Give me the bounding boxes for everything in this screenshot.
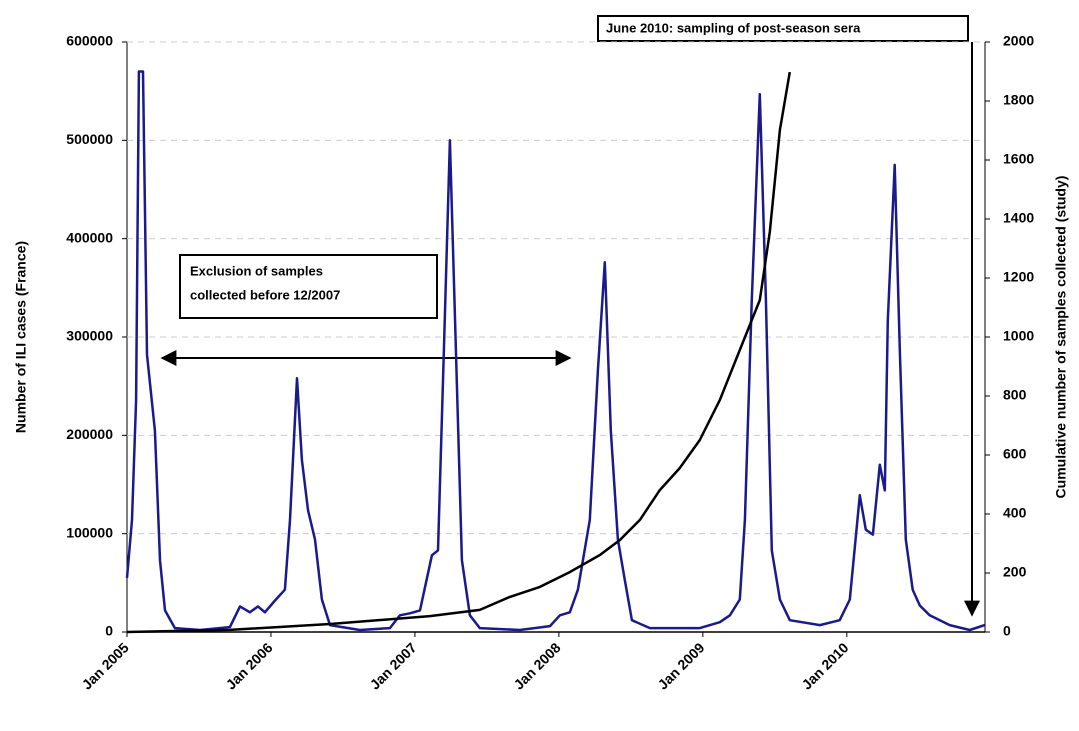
- annotation: collected before 12/2007: [190, 287, 340, 302]
- y2-tick-label: 1000: [1003, 328, 1034, 344]
- y-tick-label: 200000: [66, 426, 113, 442]
- y2-tick-label: 1800: [1003, 92, 1034, 108]
- y2-tick-label: 1600: [1003, 151, 1034, 167]
- y2-tick-label: 2000: [1003, 33, 1034, 49]
- y-tick-label: 300000: [66, 328, 113, 344]
- y2-tick-label: 1200: [1003, 269, 1034, 285]
- x-tick-label: Jan 2005: [79, 639, 132, 692]
- y2-tick-label: 600: [1003, 446, 1027, 462]
- annotation: Exclusion of samples: [190, 263, 323, 278]
- y2-tick-label: 200: [1003, 564, 1027, 580]
- annotation-box: [597, 15, 969, 42]
- y2-axis-title: Cumulative number of samples collected (…: [1053, 176, 1069, 499]
- x-tick-label: Jan 2008: [510, 639, 563, 692]
- y-tick-label: 400000: [66, 229, 113, 245]
- y-tick-label: 500000: [66, 131, 113, 147]
- y2-tick-label: 400: [1003, 505, 1027, 521]
- x-tick-label: Jan 2009: [654, 639, 707, 692]
- y2-tick-label: 800: [1003, 387, 1027, 403]
- x-tick-label: Jan 2010: [798, 639, 851, 692]
- annotation: June 2010: sampling of post-season sera: [606, 20, 861, 35]
- y-tick-label: 600000: [66, 33, 113, 49]
- series-line: [126, 71, 792, 634]
- y2-tick-label: 1400: [1003, 210, 1034, 226]
- y-axis-title: Number of ILI cases (France): [13, 241, 29, 433]
- y2-tick-label: 0: [1003, 623, 1011, 639]
- annotation-box: [179, 254, 438, 319]
- series-line: [125, 70, 986, 632]
- y-tick-label: 0: [105, 623, 113, 639]
- x-tick-label: Jan 2006: [223, 639, 276, 692]
- y-tick-label: 100000: [66, 524, 113, 540]
- x-tick-label: Jan 2007: [367, 639, 420, 692]
